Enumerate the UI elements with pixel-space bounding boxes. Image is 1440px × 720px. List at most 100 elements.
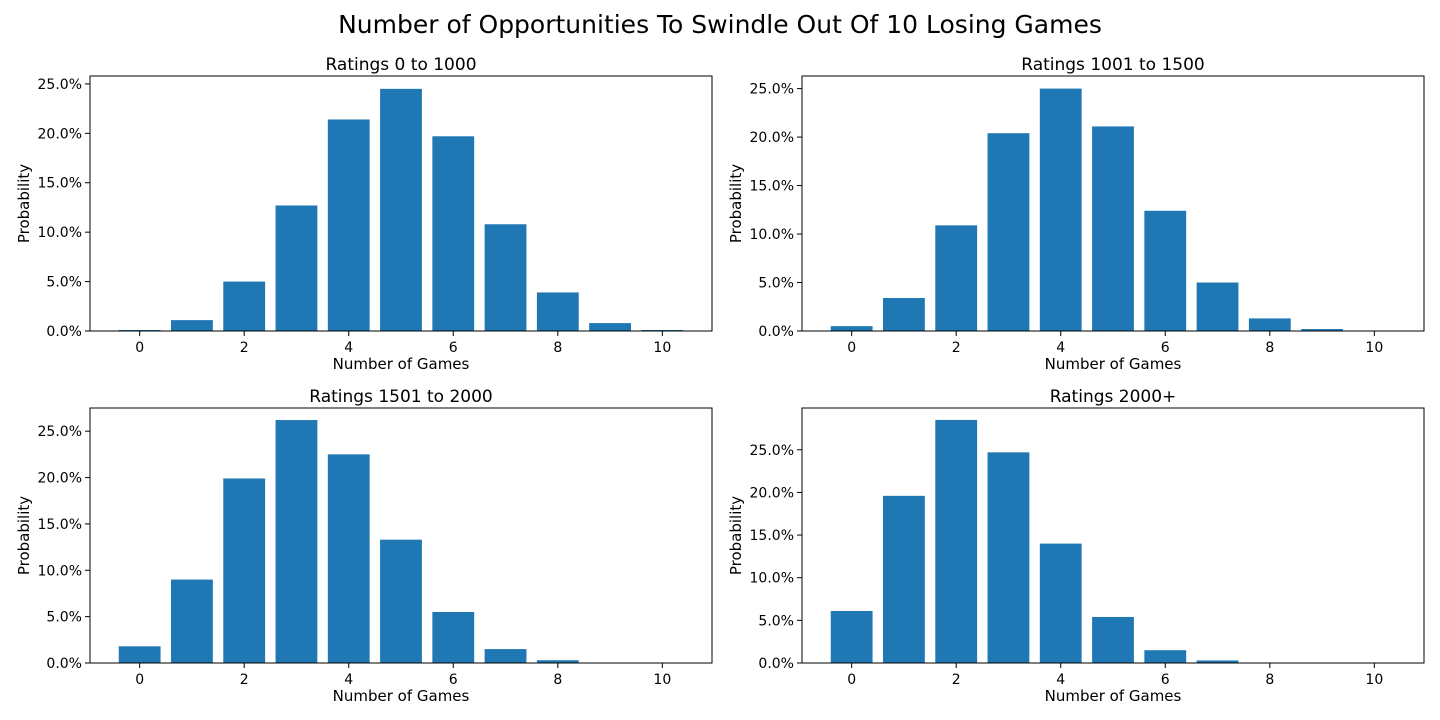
subplot-title: Ratings 1501 to 2000 bbox=[309, 387, 492, 407]
axes-frame bbox=[801, 75, 1425, 332]
y-tick-label: 5.0% bbox=[758, 613, 794, 629]
x-tick-label: 10 bbox=[653, 672, 671, 688]
bar-5 bbox=[1092, 126, 1134, 331]
bar-3 bbox=[275, 205, 318, 331]
x-tick-label: 4 bbox=[1056, 672, 1065, 688]
x-tick-label: 0 bbox=[847, 672, 856, 688]
bar-5 bbox=[380, 539, 422, 663]
y-axis-label: Probability bbox=[727, 496, 745, 575]
figure-suptitle: Number of Opportunities To Swindle Out O… bbox=[338, 10, 1102, 39]
bar-6 bbox=[1144, 210, 1187, 331]
x-axis-label: Number of Games bbox=[1045, 355, 1182, 373]
bar-8 bbox=[536, 660, 579, 663]
y-tick-label: 5.0% bbox=[758, 276, 794, 292]
bar-4 bbox=[1039, 543, 1082, 663]
y-axis-label: Probability bbox=[727, 164, 745, 243]
x-tick-label: 8 bbox=[553, 340, 562, 356]
x-tick-label: 10 bbox=[653, 340, 671, 356]
x-tick-label: 2 bbox=[952, 672, 961, 688]
x-tick-label: 4 bbox=[344, 672, 353, 688]
y-tick-label: 5.0% bbox=[46, 275, 82, 291]
x-tick-label: 0 bbox=[847, 340, 856, 356]
x-tick-label: 8 bbox=[553, 672, 562, 688]
bar-5 bbox=[380, 88, 422, 331]
bar-1 bbox=[883, 495, 925, 663]
bar-8 bbox=[536, 292, 579, 331]
bar-0 bbox=[830, 610, 873, 663]
y-tick-label: 0.0% bbox=[46, 656, 82, 672]
bar-4 bbox=[327, 454, 370, 663]
bar-6 bbox=[432, 612, 475, 663]
x-tick-label: 10 bbox=[1365, 340, 1383, 356]
y-tick-label: 10.0% bbox=[750, 227, 794, 243]
y-tick-label: 10.0% bbox=[38, 563, 82, 579]
x-tick-label: 2 bbox=[240, 672, 249, 688]
y-tick-label: 25.0% bbox=[38, 424, 82, 440]
x-axis-label: Number of Games bbox=[1045, 687, 1182, 705]
axes-frame bbox=[89, 75, 713, 332]
x-tick-label: 2 bbox=[240, 340, 249, 356]
x-tick-label: 8 bbox=[1265, 672, 1274, 688]
y-tick-label: 20.0% bbox=[38, 126, 82, 142]
x-axis-label: Number of Games bbox=[333, 687, 470, 705]
y-tick-label: 20.0% bbox=[750, 130, 794, 146]
bar-6 bbox=[1144, 650, 1187, 663]
y-tick-label: 15.0% bbox=[750, 179, 794, 195]
x-tick-label: 4 bbox=[1056, 340, 1065, 356]
bar-2 bbox=[935, 225, 978, 331]
x-tick-label: 4 bbox=[344, 340, 353, 356]
subplot-title: Ratings 1001 to 1500 bbox=[1021, 55, 1204, 75]
subplot-2: 0 2 4 6 8 10 0.0% 5.0% 10.0% 15.0% 20.0% 25.0% Ratin… bbox=[727, 55, 1425, 373]
bar-0 bbox=[118, 646, 161, 663]
y-tick-label: 25.0% bbox=[38, 77, 82, 93]
x-tick-label: 0 bbox=[135, 340, 144, 356]
bar-0 bbox=[830, 326, 873, 331]
y-tick-label: 0.0% bbox=[758, 656, 794, 672]
subplot-title: Ratings 0 to 1000 bbox=[325, 55, 476, 75]
subplot-4: 0 2 4 6 8 10 0.0% 5.0% 10.0% 15.0% 20.0% 25.0% Ratin… bbox=[727, 387, 1425, 705]
bar-1 bbox=[171, 579, 213, 663]
y-tick-label: 0.0% bbox=[46, 324, 82, 340]
bar-6 bbox=[432, 136, 475, 331]
subplot-3: 0 2 4 6 8 10 0.0% 5.0% 10.0% 15.0% 20.0% 25.0% Ratin… bbox=[15, 387, 713, 705]
bar-1 bbox=[883, 298, 925, 331]
subplot-title: Ratings 2000+ bbox=[1050, 387, 1177, 407]
y-axis-label: Probability bbox=[15, 496, 33, 575]
bar-9 bbox=[589, 323, 631, 331]
bar-5 bbox=[1092, 616, 1134, 663]
x-tick-label: 0 bbox=[135, 672, 144, 688]
bar-7 bbox=[1196, 282, 1239, 331]
x-tick-label: 6 bbox=[1161, 672, 1170, 688]
y-tick-label: 15.0% bbox=[750, 528, 794, 544]
bar-3 bbox=[275, 420, 318, 663]
x-tick-label: 6 bbox=[1161, 340, 1170, 356]
bar-2 bbox=[935, 419, 978, 663]
bar-4 bbox=[1039, 88, 1082, 331]
y-tick-label: 5.0% bbox=[46, 610, 82, 626]
panels: 0 2 4 6 8 100.0%5.0%10.0%15.0%20.0%25.0%Ratin… bbox=[15, 55, 1425, 705]
y-tick-label: 20.0% bbox=[38, 471, 82, 487]
bar-9 bbox=[1301, 329, 1343, 331]
y-tick-label: 25.0% bbox=[750, 443, 794, 459]
bar-7 bbox=[484, 649, 527, 663]
x-tick-label: 6 bbox=[449, 340, 458, 356]
bar-2 bbox=[223, 478, 266, 663]
y-tick-label: 10.0% bbox=[750, 571, 794, 587]
bar-3 bbox=[987, 133, 1030, 331]
bar-4 bbox=[327, 119, 370, 332]
x-axis-label: Number of Games bbox=[333, 355, 470, 373]
x-tick-label: 8 bbox=[1265, 340, 1274, 356]
x-tick-label: 6 bbox=[449, 672, 458, 688]
bar-1 bbox=[171, 320, 213, 331]
y-axis-label: Probability bbox=[15, 164, 33, 243]
y-tick-label: 15.0% bbox=[38, 176, 82, 192]
bar-7 bbox=[1196, 660, 1239, 663]
y-tick-label: 15.0% bbox=[38, 517, 82, 533]
x-tick-label: 10 bbox=[1365, 672, 1383, 688]
bar-2 bbox=[223, 281, 266, 331]
subplot-1: 0 2 4 6 8 10 0.0% 5.0% 10.0% 15.0% 20.0% 25.0% Ratin… bbox=[15, 55, 713, 373]
bar-8 bbox=[1248, 318, 1291, 331]
y-tick-label: 10.0% bbox=[38, 225, 82, 241]
